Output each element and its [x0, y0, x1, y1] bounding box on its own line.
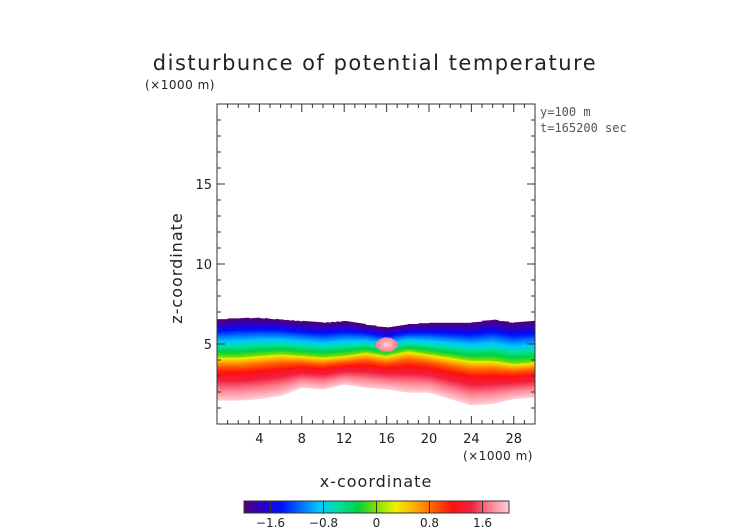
- colorbar-tick-label: −1.6: [256, 516, 285, 530]
- x-tick-label: 12: [336, 432, 353, 447]
- y-axis-label: z-coordinate: [167, 212, 186, 324]
- chart-title: disturbunce of potential temperature: [153, 51, 597, 75]
- x-axis-label: x-coordinate: [320, 472, 433, 491]
- x-tick-label: 16: [378, 432, 395, 447]
- x-tick-label: 20: [421, 432, 438, 447]
- x-tick-label: 8: [298, 432, 306, 447]
- x-tick-label: 28: [506, 432, 523, 447]
- y-tick-label: 15: [195, 178, 212, 193]
- x-tick-label: 24: [463, 432, 480, 447]
- temperature-field: [217, 317, 535, 406]
- colorbar-tick-label: 0: [373, 516, 381, 530]
- x-tick-label: 4: [255, 432, 263, 447]
- colorbar-tick-label: 1.6: [473, 516, 492, 530]
- annotation-0: y=100 m: [540, 105, 591, 119]
- x-axis-ticks: 4 8 12 16 20 24 28: [227, 104, 525, 447]
- y-axis-ticks: 5 10 15: [195, 119, 535, 409]
- annotation-1: t=165200 sec: [540, 121, 627, 135]
- y-tick-label: 5: [204, 338, 212, 353]
- colorbar-ticks: −1.6 −0.8 0 0.8 1.6: [256, 501, 492, 530]
- colorbar-tick-label: −0.8: [309, 516, 338, 530]
- y-tick-label: 10: [195, 258, 212, 273]
- colorbar-tick-label: 0.8: [420, 516, 439, 530]
- annotations: y=100 m t=165200 sec: [540, 105, 627, 135]
- y-axis-unit: (×1000 m): [145, 78, 215, 92]
- x-axis-unit: (×1000 m): [463, 449, 533, 463]
